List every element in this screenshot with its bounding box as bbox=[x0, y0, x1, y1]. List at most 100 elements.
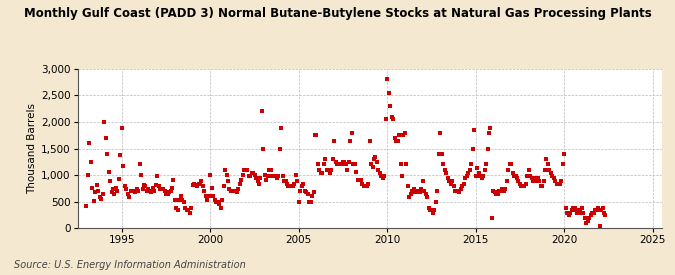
Point bbox=[585, 213, 596, 218]
Point bbox=[453, 189, 464, 193]
Point bbox=[526, 176, 537, 180]
Point bbox=[329, 139, 340, 143]
Point bbox=[520, 182, 531, 186]
Point bbox=[446, 182, 456, 186]
Point bbox=[473, 171, 484, 175]
Point bbox=[450, 189, 460, 193]
Point bbox=[494, 189, 505, 193]
Point bbox=[325, 171, 335, 175]
Point bbox=[498, 189, 509, 193]
Point bbox=[569, 205, 580, 210]
Point bbox=[238, 172, 248, 177]
Point bbox=[245, 174, 256, 178]
Point bbox=[570, 208, 581, 212]
Point bbox=[286, 184, 297, 188]
Point bbox=[111, 186, 122, 190]
Point bbox=[279, 179, 290, 183]
Point bbox=[544, 167, 555, 172]
Point bbox=[203, 194, 214, 199]
Point bbox=[581, 221, 592, 226]
Point bbox=[575, 208, 586, 212]
Point bbox=[438, 162, 449, 167]
Point bbox=[437, 152, 448, 156]
Point bbox=[102, 152, 113, 156]
Point bbox=[458, 182, 469, 186]
Point bbox=[462, 174, 472, 178]
Point bbox=[314, 167, 325, 172]
Point bbox=[217, 197, 227, 202]
Point bbox=[264, 167, 275, 172]
Point bbox=[369, 157, 379, 161]
Point bbox=[443, 179, 454, 183]
Point bbox=[207, 186, 217, 191]
Point bbox=[584, 216, 595, 220]
Point bbox=[591, 208, 602, 212]
Point bbox=[250, 176, 261, 180]
Point bbox=[208, 194, 219, 199]
Point bbox=[539, 167, 550, 172]
Point bbox=[418, 189, 429, 193]
Point bbox=[254, 182, 265, 186]
Point bbox=[313, 162, 323, 167]
Point bbox=[299, 189, 310, 193]
Point bbox=[86, 160, 97, 164]
Point bbox=[153, 183, 164, 188]
Point bbox=[414, 189, 425, 194]
Point bbox=[371, 160, 382, 164]
Point bbox=[187, 183, 198, 187]
Point bbox=[256, 109, 267, 114]
Y-axis label: Thousand Barrels: Thousand Barrels bbox=[27, 103, 37, 194]
Point bbox=[119, 184, 130, 188]
Point bbox=[327, 157, 338, 161]
Point bbox=[568, 205, 578, 210]
Point bbox=[252, 179, 263, 183]
Point bbox=[263, 174, 273, 178]
Point bbox=[182, 208, 192, 212]
Point bbox=[503, 167, 514, 172]
Point bbox=[535, 184, 546, 188]
Point bbox=[99, 120, 109, 124]
Point bbox=[214, 202, 225, 207]
Point bbox=[292, 179, 302, 183]
Point bbox=[240, 167, 251, 172]
Point bbox=[435, 130, 446, 135]
Point bbox=[454, 189, 465, 194]
Point bbox=[549, 176, 560, 180]
Point bbox=[351, 170, 362, 175]
Point bbox=[249, 173, 260, 177]
Point bbox=[518, 183, 529, 188]
Point bbox=[261, 178, 272, 183]
Point bbox=[296, 183, 307, 188]
Point bbox=[345, 139, 356, 143]
Point bbox=[464, 167, 475, 172]
Point bbox=[189, 182, 200, 186]
Point bbox=[168, 178, 179, 182]
Point bbox=[509, 174, 520, 178]
Point bbox=[315, 171, 326, 175]
Point bbox=[427, 211, 438, 215]
Point bbox=[186, 205, 196, 210]
Point bbox=[115, 153, 126, 157]
Point bbox=[475, 174, 485, 178]
Point bbox=[246, 171, 257, 175]
Point bbox=[131, 187, 142, 192]
Point bbox=[161, 192, 171, 196]
Point bbox=[177, 197, 188, 202]
Point bbox=[106, 189, 117, 194]
Point bbox=[335, 162, 346, 167]
Point bbox=[513, 179, 524, 183]
Point bbox=[167, 186, 178, 191]
Point bbox=[121, 187, 132, 191]
Point bbox=[202, 197, 213, 202]
Point bbox=[394, 133, 404, 138]
Point bbox=[563, 213, 574, 218]
Point bbox=[126, 189, 136, 193]
Point bbox=[416, 187, 427, 191]
Point bbox=[200, 194, 211, 199]
Point bbox=[213, 199, 223, 204]
Point bbox=[543, 162, 554, 167]
Point bbox=[232, 189, 242, 194]
Point bbox=[493, 192, 504, 196]
Point bbox=[370, 155, 381, 159]
Point bbox=[151, 183, 161, 187]
